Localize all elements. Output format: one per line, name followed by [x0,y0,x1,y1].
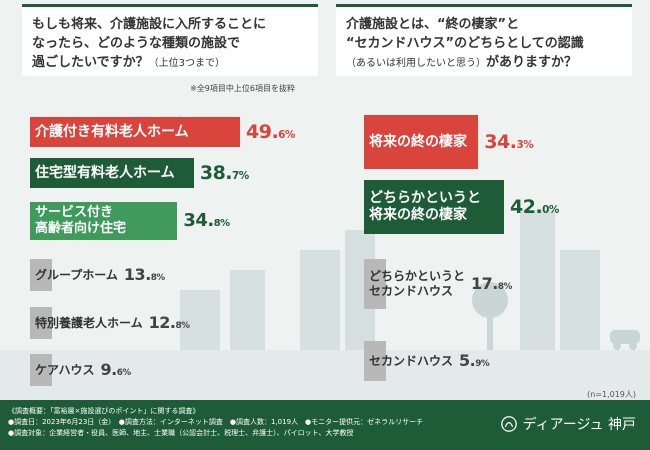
bar-label-left-1: 介護付き有料老人ホーム [35,123,189,140]
bar-value-left-3: 34.8% [183,210,230,232]
footer: 《調査概要：「富裕層×施設選びのポイント」に関する調査》 ●調査日：2023年6… [0,400,650,450]
items-note: ※全9項目中上位6項目を抜粋 [190,84,295,93]
bar-value-right-4: 5.9% [459,351,490,371]
bar-right-4 [364,341,386,381]
bar-value-right-2: 42.0% [510,195,559,218]
bar-label-right-2: どちらかというと 将来の終の棲家 [369,190,481,223]
bar-value-right-1: 34.3% [484,130,534,153]
sample-size: (n=1,019人) [587,390,636,399]
right-question-line3: がありますか？ [486,55,578,70]
footer-survey-details: ●調査日：2023年6月23日（金） ●調査方法：インターネット調査 ●調査人数… [8,418,424,426]
bar-left-5 [30,307,52,339]
bar-label-right-1: 将来の終の棲家 [369,133,467,150]
bar-left-6 [30,354,52,386]
right-question-line2: “セカンドハウス”のどちらとしての認識 [346,36,584,51]
city-skyline-background [180,210,640,350]
bar-value-left-1: 49.6% [246,120,295,143]
bar-label-left-5: 特別養護老人ホーム [35,315,143,330]
bar-left-2 [30,158,194,188]
right-question-sub: （あるいは利用したいと思う） [346,58,486,69]
footer-survey-target: ●調査対象：企業経営者・役員、医師、地主、士業職（公認会計士、税理士、弁護士）、… [8,429,354,437]
bar-value-left-5: 12.8% [148,313,190,333]
bar-label-left-3: サービス付き 高齢者向け住宅 [35,205,127,236]
bar-right-1 [364,115,479,169]
right-question-box: 介護施設とは、“終の棲家”と “セカンドハウス”のどちらとしての認識 （あるいは… [336,4,632,76]
left-question-sub: （上位3つまで） [148,58,225,69]
bar-label-left-4: グループホーム [35,267,118,282]
bar-left-1 [30,117,240,147]
bar-label-left-6: ケアハウス [35,362,95,377]
bar-value-left-2: 38.7% [199,161,249,184]
bar-label-left-2: 住宅型有料老人ホーム [35,164,175,181]
bar-right-2 [364,180,504,234]
bar-left-3 [30,202,178,240]
bar-value-right-3: 17.8% [471,274,512,294]
bar-value-left-6: 9.6% [100,360,132,380]
left-question-line1: もしも将来、介護施設に入所することに [32,17,267,32]
bar-label-right-3: どちらかというと セカンドハウス [369,269,466,298]
brand-name: ディアージュ 神戸 [522,417,636,433]
footer-survey-title: 《調査概要：「富裕層×施設選びのポイント」に関する調査》 [8,407,200,415]
left-question-line3: 過ごしたいですか？ [32,55,149,70]
brand-logo-icon [500,416,517,432]
bar-right-3 [364,259,386,309]
right-question-line1: 介護施設とは、“終の棲家”と [346,17,520,32]
bar-value-left-4: 13.8% [123,265,165,285]
left-question-box: もしも将来、介護施設に入所することに なったら、どのような種類の施設で 過ごした… [22,4,318,76]
bar-label-right-4: セカンドハウス [369,353,454,368]
left-question-line2: なったら、どのような種類の施設で [32,36,241,51]
bar-left-4 [30,259,52,291]
